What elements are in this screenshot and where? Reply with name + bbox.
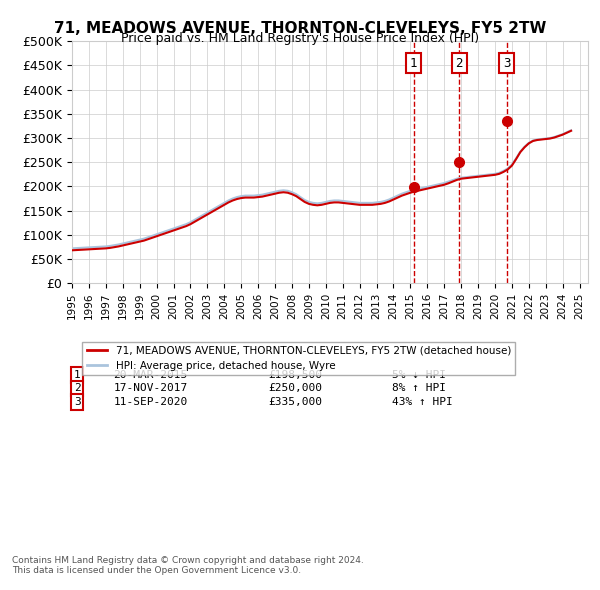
- Text: 2: 2: [455, 57, 463, 70]
- Text: £250,000: £250,000: [268, 384, 322, 394]
- Text: 2: 2: [74, 384, 80, 394]
- Text: 71, MEADOWS AVENUE, THORNTON-CLEVELEYS, FY5 2TW: 71, MEADOWS AVENUE, THORNTON-CLEVELEYS, …: [54, 21, 546, 35]
- Text: Contains HM Land Registry data © Crown copyright and database right 2024.
This d: Contains HM Land Registry data © Crown c…: [12, 556, 364, 575]
- Text: Price paid vs. HM Land Registry's House Price Index (HPI): Price paid vs. HM Land Registry's House …: [121, 32, 479, 45]
- Text: 20-MAR-2015: 20-MAR-2015: [113, 370, 188, 380]
- Text: 1: 1: [74, 370, 80, 380]
- Text: 17-NOV-2017: 17-NOV-2017: [113, 384, 188, 394]
- Text: 5% ↓ HPI: 5% ↓ HPI: [392, 370, 446, 380]
- Text: 11-SEP-2020: 11-SEP-2020: [113, 396, 188, 407]
- Text: £335,000: £335,000: [268, 396, 322, 407]
- Text: £198,500: £198,500: [268, 370, 322, 380]
- Text: 8% ↑ HPI: 8% ↑ HPI: [392, 384, 446, 394]
- Legend: 71, MEADOWS AVENUE, THORNTON-CLEVELEYS, FY5 2TW (detached house), HPI: Average p: 71, MEADOWS AVENUE, THORNTON-CLEVELEYS, …: [82, 342, 515, 375]
- Text: 43% ↑ HPI: 43% ↑ HPI: [392, 396, 452, 407]
- Text: 3: 3: [503, 57, 511, 70]
- Text: 3: 3: [74, 396, 80, 407]
- Text: 1: 1: [410, 57, 418, 70]
